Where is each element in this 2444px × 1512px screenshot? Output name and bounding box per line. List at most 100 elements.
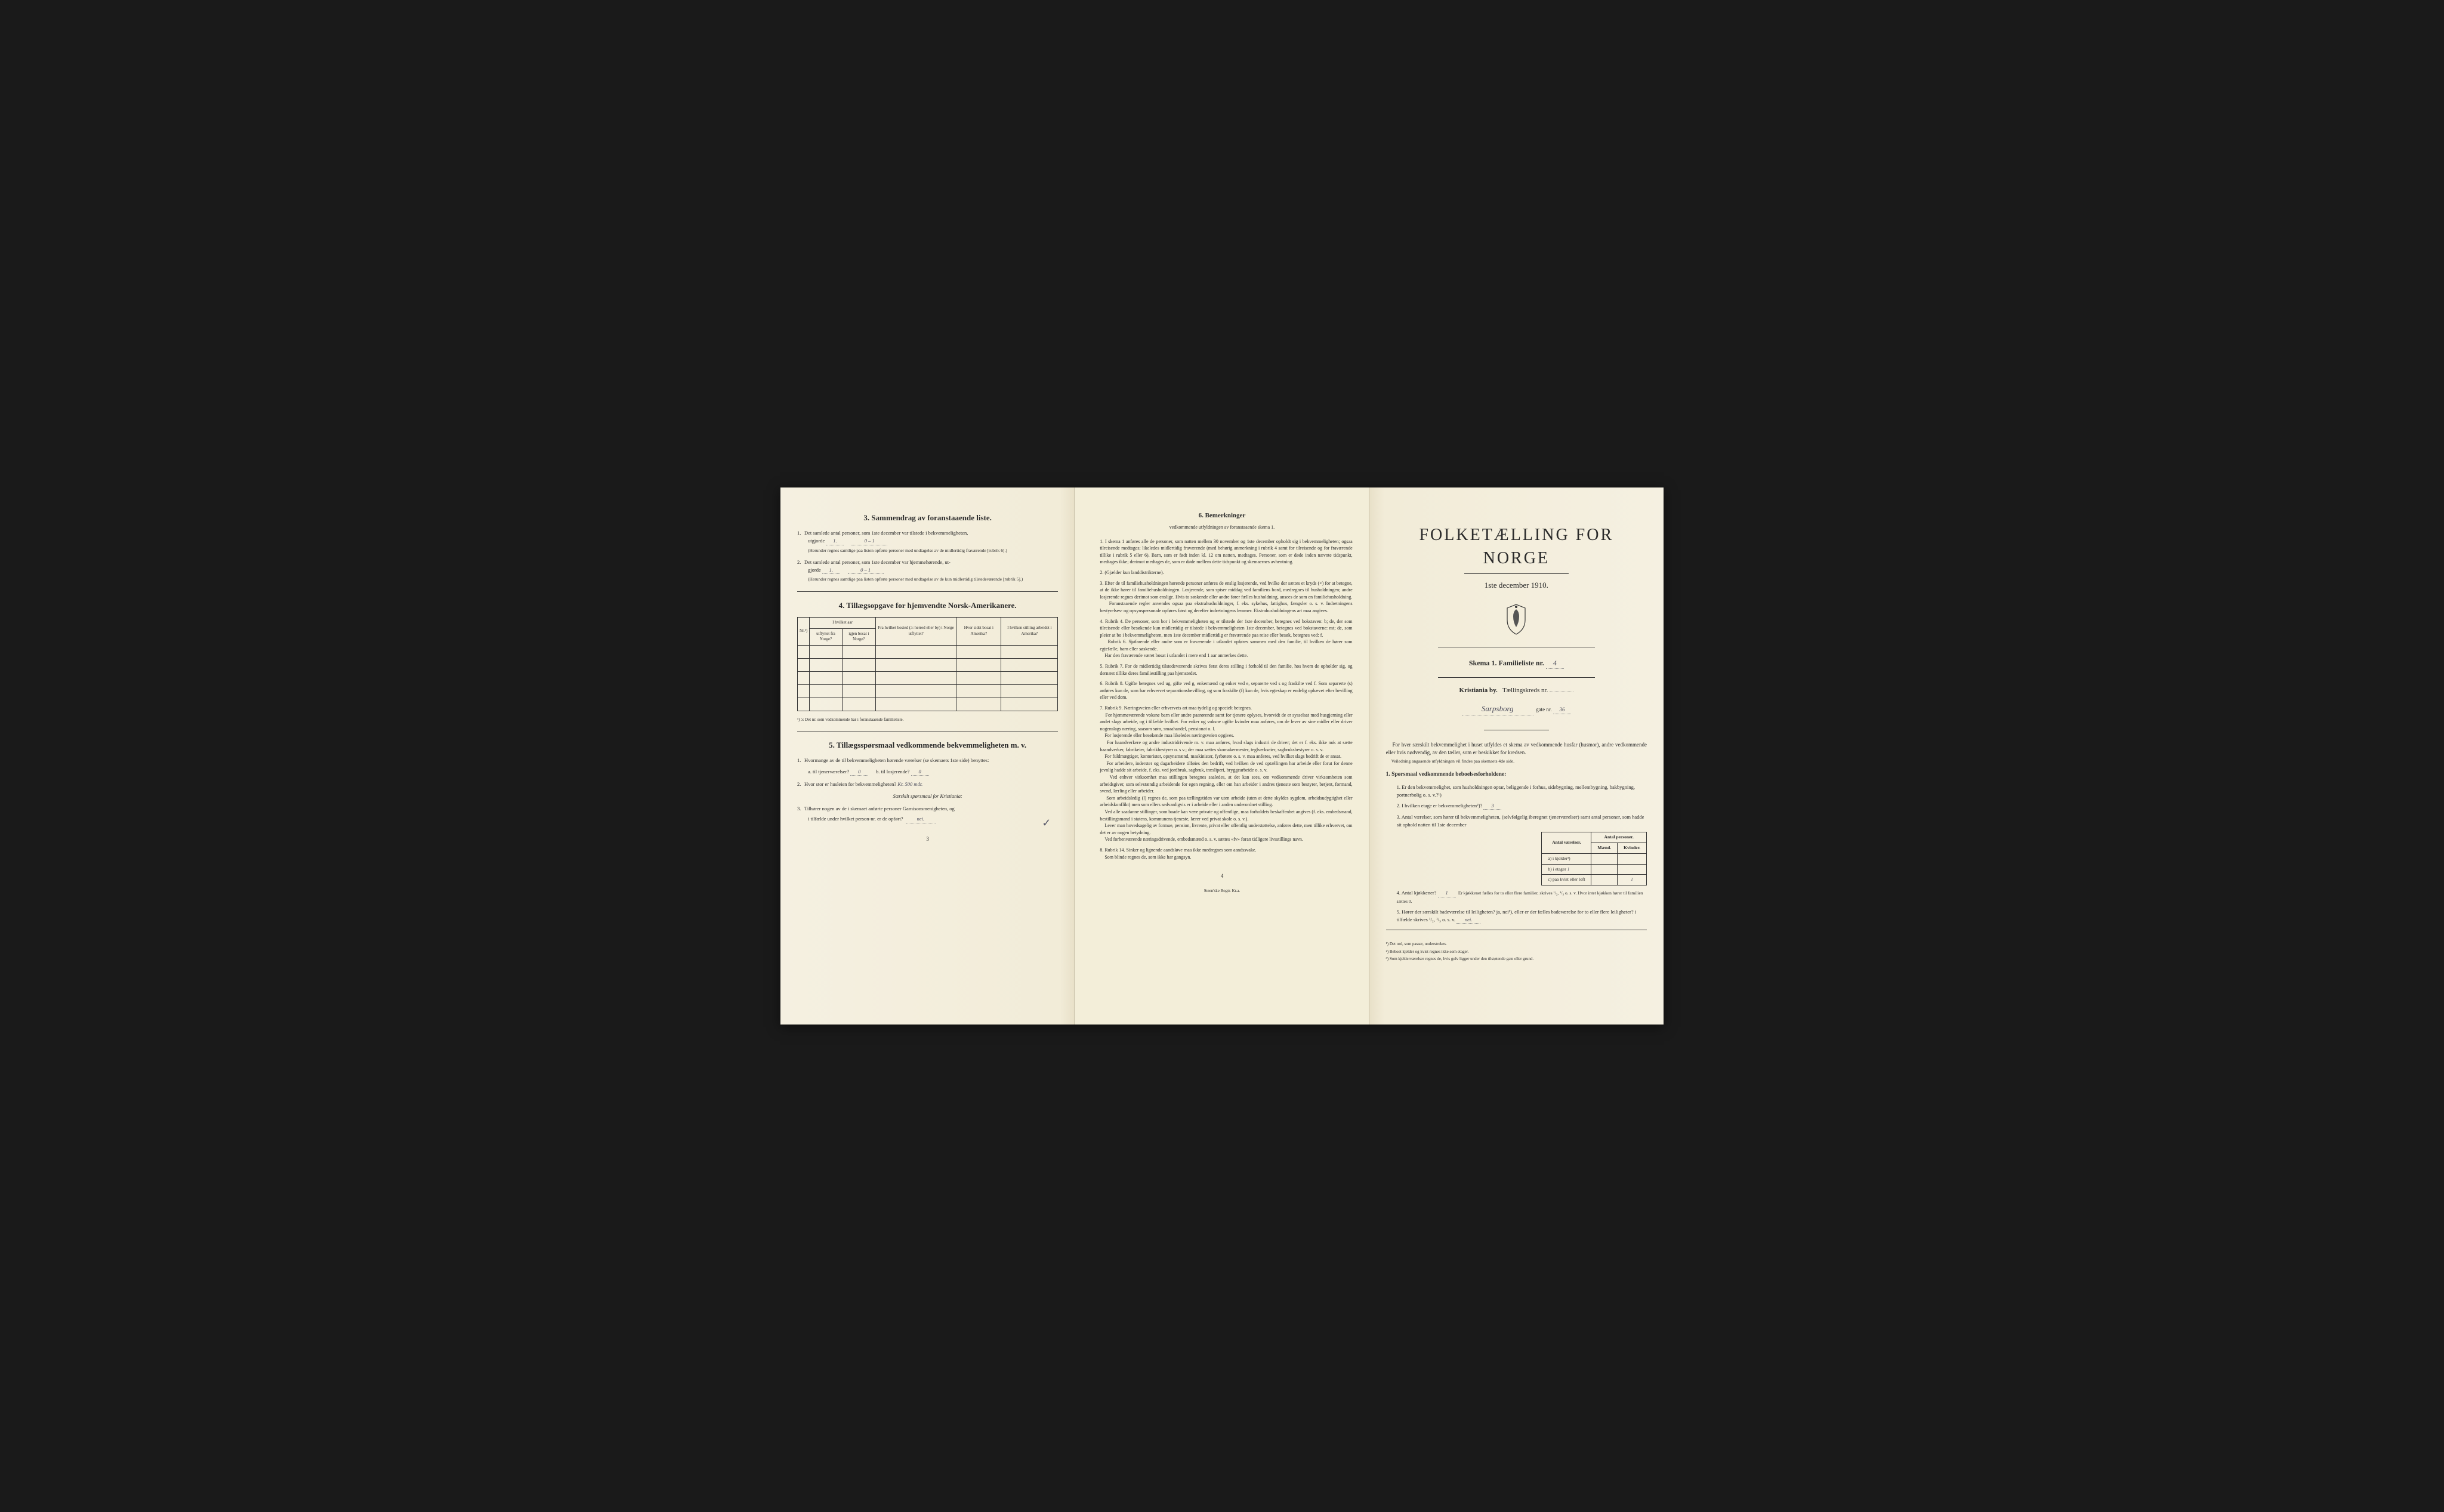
page-3: 3. Sammendrag av foranstaaende liste. 1.… [780, 487, 1075, 1025]
section-5-heading: 5. Tillægsspørsmaal vedkommende bekvemme… [797, 740, 1058, 751]
q3-1-val2: 0 – 1 [851, 537, 887, 545]
remark-item: 8. Rubrik 14. Sinker og lignende aandslø… [1100, 847, 1352, 860]
remark-item: 1. I skema 1 anføres alle de personer, s… [1100, 538, 1352, 566]
intro-2: Veiledning angaaende utfyldningen vil fi… [1391, 758, 1514, 764]
street-line: Sarpsborg gate nr. 36 [1386, 703, 1647, 715]
q5-2: 2.Hvor stor er husleien for bekvemmeligh… [797, 780, 1058, 788]
fn-3: ³) Som kjelderværelser regnes de, hvis g… [1386, 956, 1647, 962]
remark-item: 2. (Gjælder kun landdistrikterne). [1100, 569, 1352, 576]
q5-2-text: Hvor stor er husleien for bekvemmelighet… [804, 781, 896, 787]
remark-item: 5. Rubrik 7. For de midlertidig tilstede… [1100, 663, 1352, 677]
row-etager: b) i etager [1548, 866, 1566, 872]
q3-1-paren: (Herunder regnes samtlige paa listen opf… [797, 547, 1058, 554]
cover-q3-text: Antal værelser, som hører til bekvemmeli… [1397, 814, 1644, 827]
th-amerika: Hvor sidst bosat i Amerika? [956, 617, 1001, 645]
q5-3-val: nei. [906, 815, 936, 823]
skema-nr: 4 [1546, 658, 1564, 669]
coat-of-arms-icon [1386, 603, 1647, 639]
remark-item: 3. Efter de til familiehusholdningen hør… [1100, 580, 1352, 615]
th-rooms: Antal værelser. [1542, 832, 1591, 853]
cover-q5-val: nei. [1456, 916, 1480, 924]
fn-2: ²) Beboet kjelder og kvist regnes ikke s… [1386, 949, 1647, 955]
page-4: 6. Bemerkninger vedkommende utfyldningen… [1075, 487, 1369, 1025]
q-heading: 1. Spørsmaal vedkommende beboelsesforhol… [1386, 771, 1647, 779]
q5-3: 3.Tilhører nogen av de i skemaet anførte… [797, 805, 1058, 823]
th-persons: Antal personer. [1591, 832, 1647, 843]
section-3-heading: 3. Sammendrag av foranstaaende liste. [797, 513, 1058, 523]
table-row [798, 685, 1058, 698]
q5-1a: a. til tjenerværelser? [808, 769, 849, 774]
q3-1-val1: 1. [826, 537, 844, 545]
census-document: 3. Sammendrag av foranstaaende liste. 1.… [780, 487, 1664, 1025]
table-row [798, 672, 1058, 685]
th-nr: Nr.¹) [798, 617, 810, 645]
cover-q4-text: Antal kjøkkener? [1402, 890, 1437, 896]
remark-item: 4. Rubrik 4. De personer, som bor i bekv… [1100, 618, 1352, 660]
q5-2-val: Kr. 500 mdr. [897, 781, 922, 787]
table-row: a) i kjelder³) [1542, 853, 1647, 864]
page-1-cover: FOLKETÆLLING FOR NORGE 1ste december 191… [1369, 487, 1664, 1025]
row-kvist: c) paa kvist eller loft [1542, 875, 1591, 885]
cover-q1-text: Er den bekvemmelighet, som husholdningen… [1397, 784, 1635, 797]
q5-1b-val: 0 [911, 768, 929, 776]
intro-1: For hver særskilt bekvemmelighet i huset… [1386, 742, 1647, 756]
street-name: Sarpsborg [1462, 703, 1533, 715]
cover-q2: 2. I hvilken etage er bekvemmeligheten²)… [1397, 802, 1647, 810]
title-rule [1464, 573, 1569, 574]
q3-2-paren: (Herunder regnes samtlige paa listen opf… [797, 576, 1058, 582]
q3-2-val1: 1. [822, 566, 840, 575]
q5-1b: b. til losjerende? [876, 769, 909, 774]
q3-2-text: Det samlede antal personer, som 1ste dec… [804, 559, 951, 565]
amerikanere-table: Nr.¹) I hvilket aar Fra hvilket bosted (… [797, 617, 1058, 711]
etager-val: 1 [1567, 866, 1570, 872]
q5-special: Særskilt spørsmaal for Kristiania: [797, 793, 1058, 800]
cover-q2-text: I hvilken etage er bekvemmeligheten²)? [1402, 803, 1482, 809]
kreds-label: Tællingskreds nr. [1502, 687, 1548, 694]
fn-1: ¹) Det ord, som passer, understrekes. [1386, 941, 1647, 948]
table-row: b) i etager 1 [1542, 864, 1647, 875]
cover-q4: 4. Antal kjøkkener? 1 Er kjøkkenet fælle… [1397, 889, 1647, 905]
intro-text: For hver særskilt bekvemmelighet i huset… [1386, 741, 1647, 766]
th-utflyttet: utflyttet fra Norge? [810, 628, 843, 646]
skema-label: Skema 1. Familieliste nr. [1469, 659, 1544, 667]
q5-3-text: Tilhører nogen av de i skemaet anførte p… [804, 806, 955, 811]
kvist-kvinder: 1 [1618, 875, 1647, 885]
th-igjen: igjen bosat i Norge? [842, 628, 875, 646]
gate-label: gate nr. [1536, 706, 1552, 712]
gate-nr: 36 [1553, 706, 1571, 714]
cover-q1: 1. Er den bekvemmelighet, som husholdnin… [1397, 783, 1647, 798]
q3-2-val2: 0 – 1 [848, 566, 884, 575]
skema-line: Skema 1. Familieliste nr. 4 [1386, 658, 1647, 669]
printer-credit: Steen'ske Bogtr. Kr.a. [1091, 888, 1352, 894]
table-footnote: ¹) ɔ: Det nr. som vedkommende har i fora… [797, 717, 1058, 723]
page-number: 3 [797, 835, 1058, 843]
q3-2b: gjorde [808, 567, 821, 573]
q5-3b: i tilfælde under hvilket person-nr. er d… [808, 816, 903, 822]
remarks-list: 1. I skema 1 anføres alle de personer, s… [1091, 538, 1352, 861]
q5-1: 1.Hvormange av de til bekvemmeligheten h… [797, 757, 1058, 776]
th-women: Kvinder. [1618, 843, 1647, 853]
checkmark-icon: ✓ [1042, 815, 1051, 831]
divider [797, 591, 1058, 592]
th-bosted: Fra hvilket bosted (ɔ: herred eller by) … [875, 617, 956, 645]
th-men: Mænd. [1591, 843, 1618, 853]
cover-footnotes: ¹) Det ord, som passer, understrekes. ²)… [1386, 941, 1647, 962]
cover-q2-val: 3 [1483, 802, 1501, 810]
q3-1-text: Det samlede antal personer, som 1ste dec… [804, 530, 968, 536]
cover-q5-text: Hører der særskilt badeværelse til leili… [1397, 909, 1636, 922]
q3-1: 1.Det samlede antal personer, som 1ste d… [797, 529, 1058, 554]
table-row [798, 659, 1058, 672]
q3-1b: utgjorde [808, 538, 825, 544]
rooms-table: Antal værelser.Antal personer. Mænd.Kvin… [1541, 832, 1647, 885]
section-6-heading: 6. Bemerkninger [1091, 511, 1352, 520]
city-block: Kristiania by. Tællingskreds nr. [1386, 686, 1647, 695]
page-number: 4 [1091, 872, 1352, 880]
th-stilling: I hvilken stilling arbeidet i Amerika? [1001, 617, 1058, 645]
cover-q3: 3. Antal værelser, som hører til bekvemm… [1397, 813, 1647, 885]
q5-1-text: Hvormange av de til bekvemmeligheten hør… [804, 757, 989, 763]
census-date: 1ste december 1910. [1386, 580, 1647, 591]
remark-item: 6. Rubrik 8. Ugifte betegnes ved ug, gif… [1100, 680, 1352, 701]
cover-q5: 5. Hører der særskilt badeværelse til le… [1397, 908, 1647, 924]
q3-2: 2.Det samlede antal personer, som 1ste d… [797, 558, 1058, 583]
th-aar: I hvilket aar [810, 617, 876, 628]
